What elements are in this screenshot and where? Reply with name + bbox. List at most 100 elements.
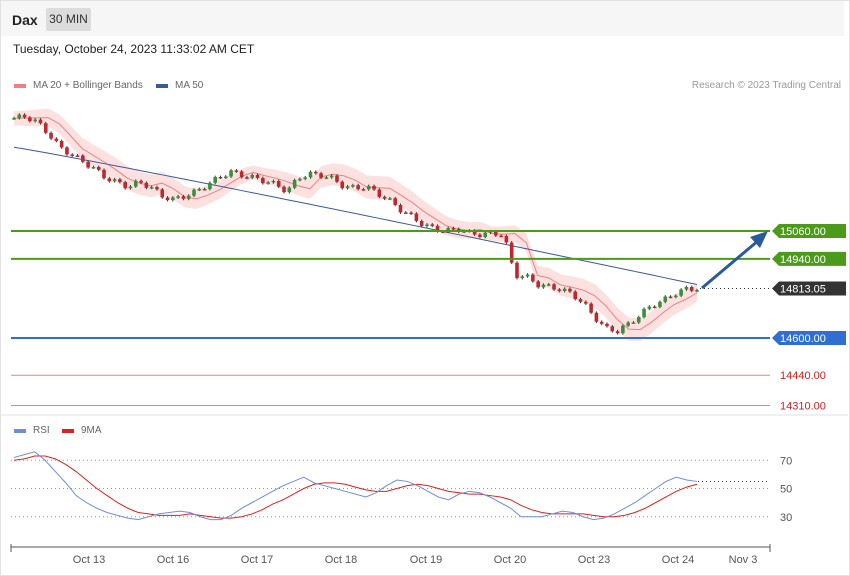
candle-body [22,114,27,118]
candle-body [250,174,255,178]
x-tick-label: Oct 20 [494,554,526,566]
candle-body [208,182,212,190]
candle-body [642,308,646,318]
candle-body [276,180,281,187]
candle-body [12,118,16,120]
candle-body [128,186,133,189]
candle-body [17,114,22,119]
rsi-legend-label: RSI [33,425,50,436]
candle-body [615,331,620,334]
candle-body [441,231,445,233]
candle-body [403,212,408,214]
candle-body [239,171,244,178]
candle-body [674,295,678,298]
candle-body [96,167,101,170]
candle-body [271,180,276,183]
candle-body [568,288,572,292]
candle-body [112,179,117,182]
candle-body [33,119,37,122]
candle-body [59,140,64,148]
candle-body [287,187,292,193]
candle-body [388,198,392,200]
candle-body [509,242,514,263]
ma50-line [13,146,698,285]
candle-body [160,189,165,198]
candle-body [594,312,599,322]
candle-body [689,286,694,291]
candle-body [335,175,339,182]
candle-body [425,224,429,227]
candle-body [197,188,202,191]
candle-body [351,185,355,187]
candle-body [372,185,376,190]
candle-body [139,180,143,183]
candle-body [525,274,530,277]
candle-body [414,213,419,221]
candle-body [589,303,593,313]
rsi-legend-swatch [14,429,26,433]
candle-body [202,188,207,191]
candle-body [49,132,53,139]
candle-body [218,177,223,179]
ma20-legend-label: MA 20 + Bollinger Bands [33,80,143,91]
x-tick-label: Oct 17 [241,554,273,566]
candle-body [303,177,308,179]
resistance-level-label: 15060.00 [780,226,826,238]
copyright-label: Research © 2023 Trading Central [691,80,841,91]
resistance-level-tag [772,224,846,238]
candle-body [483,232,488,238]
candle-body [679,289,683,296]
candle-body [663,296,668,302]
candle-body [329,175,334,178]
timeframe-button[interactable]: 30 MIN [46,8,91,31]
candle-body [155,187,159,190]
candle-body [91,167,96,169]
candle-body [605,323,609,327]
candle-body [546,284,551,286]
candle-body [393,198,398,205]
forecast-arrow-head [750,231,768,248]
candle-body [610,326,615,332]
resistance-level-tag [772,251,846,266]
candle-body [451,228,456,230]
candle-body [504,236,509,243]
ma20-line [14,117,698,331]
candle-body [282,186,286,193]
candle-body [419,220,424,227]
pivot-level-label: 14600.00 [780,333,826,345]
candle-body [377,189,382,197]
candle-body [435,225,440,232]
candle-body [245,177,249,179]
candle-body [340,181,345,189]
candle-body [319,173,323,178]
x-tick-label: Oct 16 [157,554,189,566]
x-tick-label: Oct 24 [662,554,694,566]
ma20-legend-swatch [14,84,26,88]
candle-body [494,231,498,236]
candle-body [144,182,149,188]
candle-body [86,161,90,168]
candle-body [356,185,360,190]
candle-body [43,123,48,133]
candle-body [54,138,59,141]
candle-body [171,197,175,201]
candle-body [382,196,387,199]
candle-body [472,230,477,235]
candle-body [584,301,588,304]
rsi-ma-legend-label: 9MA [81,425,102,436]
candle-body [133,180,138,187]
candle-body [70,154,75,156]
rsi-line [13,451,698,521]
candle-body [541,284,546,288]
candle-body [186,195,191,199]
candle-body [562,288,567,291]
candle-body [223,176,228,178]
symbol-label: Dax [12,12,38,28]
candle-body [652,306,657,309]
candle-body [398,204,403,213]
candle-body [292,180,297,188]
support-level-label: 14310.00 [780,400,826,412]
support-level-label: 14440.00 [780,370,826,382]
candle-body [599,321,604,324]
